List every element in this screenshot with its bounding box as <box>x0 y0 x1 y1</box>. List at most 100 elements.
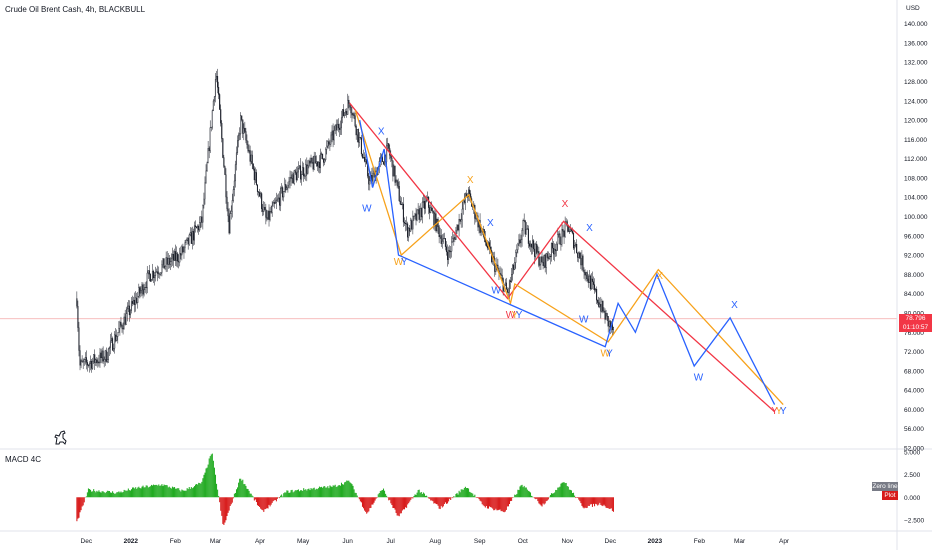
macd-bar <box>588 497 590 506</box>
candle <box>460 213 462 228</box>
candle <box>444 238 446 251</box>
candle <box>225 168 227 204</box>
macd-bar <box>464 486 466 498</box>
candle <box>226 191 228 212</box>
orange-wave-line[interactable] <box>354 110 784 406</box>
wave-label-w: W <box>600 348 610 359</box>
candle <box>77 300 79 332</box>
candle <box>281 183 283 194</box>
macd-bar <box>153 484 155 498</box>
macd-bar <box>573 492 575 498</box>
candle <box>254 167 256 183</box>
macd-bar <box>312 488 314 498</box>
macd-bar <box>484 497 486 508</box>
macd-bar <box>158 484 160 498</box>
macd-bar <box>505 497 507 510</box>
candle <box>178 254 180 269</box>
candle <box>335 119 337 136</box>
macd-bar <box>416 492 418 498</box>
macd-bar <box>149 486 151 498</box>
macd-bar <box>321 486 323 498</box>
macd-bar <box>176 488 178 498</box>
candle <box>135 291 137 312</box>
macd-bar <box>608 497 610 509</box>
macd-bar <box>247 489 249 498</box>
macd-bar <box>486 497 488 509</box>
candle <box>272 199 274 207</box>
macd-bar <box>288 492 290 498</box>
candle <box>588 269 590 283</box>
candle <box>252 163 254 171</box>
candle <box>458 213 460 237</box>
candle <box>167 253 169 269</box>
candle <box>323 158 325 167</box>
candle <box>315 155 317 167</box>
macd-bar <box>233 493 235 498</box>
candle <box>607 316 609 333</box>
macd-bar <box>562 482 564 498</box>
macd-bar <box>378 492 380 498</box>
candle <box>147 270 149 279</box>
candle <box>84 352 86 365</box>
macd-bar <box>422 492 424 498</box>
candle <box>124 309 126 326</box>
macd-bar <box>520 485 522 498</box>
macd-bar <box>555 489 557 498</box>
candle <box>452 231 454 243</box>
blue-wave-line[interactable] <box>359 119 776 405</box>
macd-bar <box>518 490 520 498</box>
macd-bar <box>436 497 438 505</box>
macd-bar <box>295 490 297 498</box>
macd-bar <box>287 490 289 498</box>
candle <box>125 306 127 325</box>
candle <box>186 237 188 242</box>
macd-bar <box>190 487 192 498</box>
candle <box>169 257 171 271</box>
candle <box>434 209 436 231</box>
candle <box>354 112 356 128</box>
wave-label-w: W <box>491 286 501 297</box>
macd-tick-label: 2.500 <box>904 472 921 479</box>
candle <box>392 160 394 182</box>
macd-bar <box>188 487 190 498</box>
macd-bar <box>570 490 572 498</box>
countdown-badge: 01:10:57 <box>899 323 932 332</box>
macd-bar <box>423 493 425 498</box>
candle <box>317 161 319 173</box>
macd-bar <box>403 497 406 510</box>
macd-bar <box>541 497 543 507</box>
macd-bar <box>457 494 459 498</box>
macd-bar <box>481 497 483 505</box>
macd-bar <box>485 497 487 506</box>
candle <box>155 266 157 282</box>
macd-bar <box>285 492 287 498</box>
macd-bar <box>552 493 554 498</box>
macd-bar <box>471 492 473 498</box>
macd-bar <box>108 490 110 498</box>
macd-bar <box>274 497 276 500</box>
macd-bar <box>337 485 339 498</box>
macd-bar <box>198 482 200 498</box>
macd-bar <box>480 497 482 502</box>
wave-label-w: W <box>362 204 372 215</box>
macd-bar <box>172 487 175 498</box>
macd-bar <box>508 497 511 505</box>
candle <box>262 204 264 217</box>
time-tick-label: Feb <box>694 538 706 545</box>
candle <box>138 283 140 298</box>
macd-bar <box>365 497 367 512</box>
candle <box>566 219 568 233</box>
candle <box>401 202 403 210</box>
macd-bar <box>203 474 205 498</box>
macd-bar <box>97 491 99 498</box>
macd-bar <box>396 497 398 516</box>
macd-bar <box>560 483 562 498</box>
macd-bar <box>276 497 278 499</box>
macd-bar <box>460 489 462 498</box>
macd-bar <box>377 494 379 498</box>
macd-bar <box>305 489 307 498</box>
red-wave-line[interactable] <box>349 102 776 413</box>
candle <box>459 218 461 225</box>
macd-bar <box>310 488 312 498</box>
